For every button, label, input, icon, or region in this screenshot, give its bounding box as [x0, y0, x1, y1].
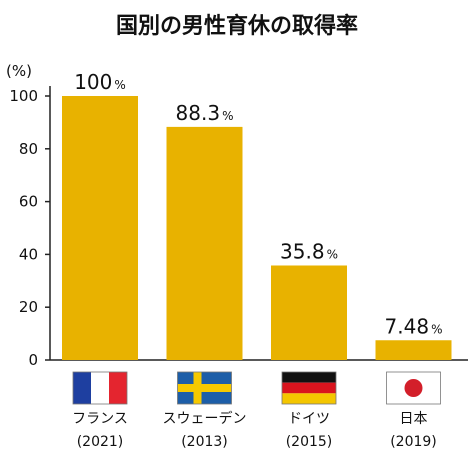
bar: [166, 126, 243, 360]
bar: [271, 265, 347, 360]
data-label: 88.3%: [176, 101, 234, 125]
sweden-flag-icon: [177, 371, 232, 405]
y-tick-label: 60: [19, 193, 38, 211]
data-label-value: 35.8: [280, 239, 325, 263]
y-tick-label: 80: [19, 140, 38, 158]
category-name: ドイツ: [288, 411, 330, 427]
data-label: 100%: [74, 70, 126, 94]
data-label-value: 100: [74, 70, 112, 94]
data-label-value: 7.48: [385, 314, 430, 338]
data-label: 35.8%: [280, 239, 338, 263]
y-tick-label: 100: [9, 87, 38, 105]
data-label: 7.48%: [385, 314, 443, 338]
category-year: (2019): [390, 434, 437, 450]
y-tick-label: 20: [19, 298, 38, 316]
category-year: (2021): [77, 434, 124, 450]
data-label-unit: %: [327, 247, 338, 261]
data-label-unit: %: [431, 322, 442, 336]
data-label-value: 88.3: [176, 101, 221, 125]
bar: [62, 96, 138, 360]
germany-flag-icon: [281, 371, 337, 405]
bar: [375, 340, 452, 360]
category-year: (2013): [181, 434, 228, 450]
bars: [62, 96, 452, 360]
y-tick-label: 0: [28, 351, 38, 369]
data-label-unit: %: [222, 109, 233, 123]
data-labels: 100 %88.3 %35.8 %7.48%: [74, 70, 442, 338]
category-name: 日本: [400, 411, 428, 427]
france-flag-icon: [72, 371, 128, 405]
y-tick-label: 40: [19, 245, 38, 263]
category-name: フランス: [72, 411, 128, 427]
y-axis-unit-label: (%): [6, 62, 32, 80]
x-axis-categories: フランス (2021) スウェーデン (2013) ドイツ (2015) 日本 (2019): [72, 371, 441, 450]
data-label-unit: %: [114, 78, 125, 92]
category-name: スウェーデン: [163, 410, 247, 427]
chart-title: 国別の男性育休の取得率: [116, 13, 358, 39]
category-year: (2015): [286, 434, 333, 450]
japan-flag-icon: [386, 371, 441, 405]
